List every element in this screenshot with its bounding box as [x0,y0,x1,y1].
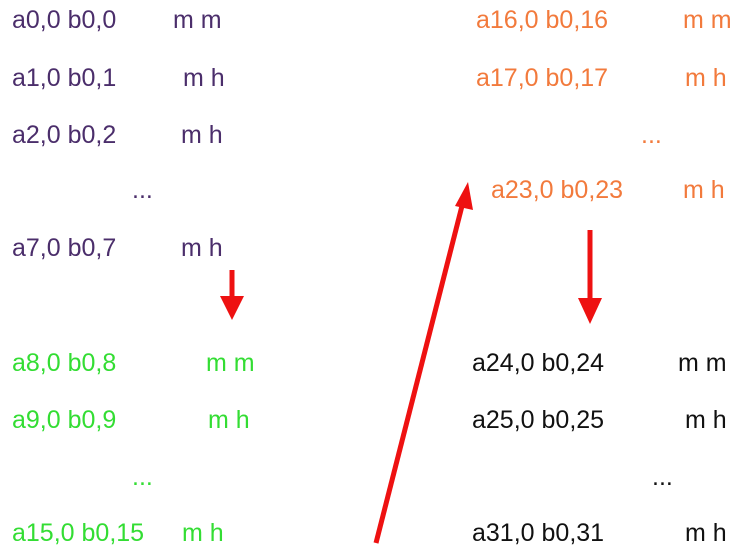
arrow-group2-to-group3 [373,182,473,544]
g1-row2-m: m h [183,64,225,92]
g3-row3-ab: a23,0 b0,23 [491,176,624,204]
g3-row1-m: m m [683,6,732,34]
g2-ellipsis: ... [132,463,153,491]
g4-row2-m: m h [685,406,727,434]
g2-row3-m: m h [182,519,224,547]
g1-row1-m: m m [173,6,222,34]
g2-row2-ab: a9,0 b0,9 [12,406,117,434]
g4-row3-ab: a31,0 b0,31 [472,519,605,547]
g4-row1-ab: a24,0 b0,24 [472,349,605,377]
g1-row4-ab: a7,0 b0,7 [12,234,117,262]
g1-ellipsis: ... [132,176,153,204]
g1-row2-ab: a1,0 b0,1 [12,64,117,92]
g4-row1-m: m m [678,349,727,377]
g3-row2-m: m h [685,64,727,92]
g3-row1-ab: a16,0 b0,16 [476,6,609,34]
g3-row3-m: m h [683,176,725,204]
g1-row3-ab: a2,0 b0,2 [12,121,117,149]
g2-row1-m: m m [206,349,255,377]
g2-row1-ab: a8,0 b0,8 [12,349,117,377]
g4-row2-ab: a25,0 b0,25 [472,406,605,434]
g1-row1-ab: a0,0 b0,0 [12,6,117,34]
g3-ellipsis: ... [641,121,662,149]
g4-row3-m: m h [685,519,727,547]
g1-row3-m: m h [181,121,223,149]
arrow-group3-to-group4 [578,230,602,324]
g1-row4-m: m h [181,234,223,262]
g3-row2-ab: a17,0 b0,17 [476,64,609,92]
g2-row2-m: m h [208,406,250,434]
g4-ellipsis: ... [652,463,673,491]
g2-row3-ab: a15,0 b0,15 [12,519,145,547]
arrow-group1-to-group2 [220,270,244,320]
